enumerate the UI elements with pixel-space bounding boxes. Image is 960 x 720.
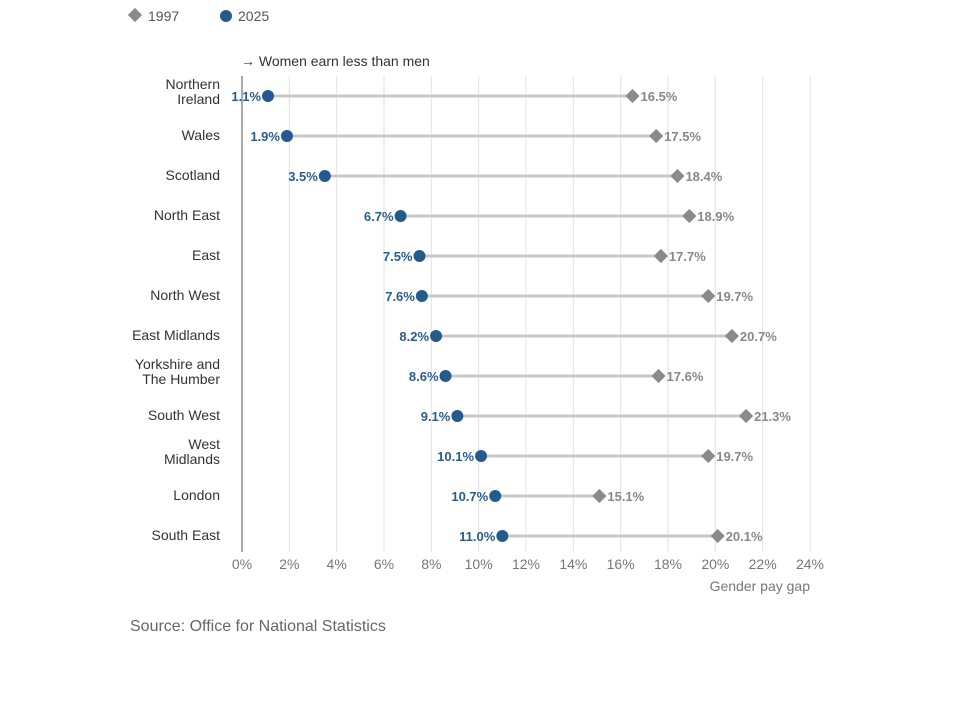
data-label-1997: 15.1% [607,489,644,504]
x-tick-label: 8% [421,556,441,572]
point-1997 [649,128,664,144]
data-label-1997: 20.7% [740,329,777,344]
x-tick-label: 12% [512,556,540,572]
point-2025 [475,450,488,462]
category-label-line: Midlands [164,451,220,467]
point-1997 [653,248,668,264]
legend: 1997 2025 [127,7,269,24]
point-1997 [670,168,685,184]
data-label-2025: 11.0% [459,529,496,544]
point-2025 [415,290,428,302]
category-label: Scotland [166,167,220,183]
x-tick-label: 22% [749,556,777,572]
chart-marks: 1.1% 16.5% 1.9% 17.5% 3.5% 18.4% 6.7% 18.9% 7.5%… [231,88,791,544]
data-label-2025: 9.1% [421,409,451,424]
data-label-1997: 21.3% [754,409,791,424]
point-2025 [489,490,502,502]
point-2025 [394,210,407,222]
category-label: London [173,487,220,503]
data-label-2025: 10.1% [437,449,474,464]
category-label: South East [152,527,221,543]
category-label-line: Northern [166,76,220,92]
gridlines [241,76,811,552]
category-label: North West [150,287,220,303]
data-label-2025: 10.7% [451,489,488,504]
category-label-line: Ireland [177,91,220,107]
category-label: South West [148,407,220,423]
point-1997 [592,488,607,504]
category-label: East [192,247,220,263]
point-2025 [430,330,443,342]
category-labels: Northern Ireland Wales Scotland North East Ea… [132,76,220,543]
category-label: Wales [182,127,220,143]
data-label-2025: 8.2% [399,329,429,344]
category-label: North East [154,207,220,223]
point-1997 [625,88,640,104]
category-label-line: Yorkshire and [135,356,220,372]
legend-label-2025: 2025 [238,8,269,24]
category-label-line: West [188,436,220,452]
x-tick-label: 24% [796,556,824,572]
category-label: East Midlands [132,327,220,343]
point-2025 [318,170,331,182]
data-label-1997: 16.5% [641,89,678,104]
dumbbell-chart: 1997 2025 → Women earn less than men Nor… [127,7,824,594]
x-tick-label: 14% [559,556,587,572]
point-1997 [701,448,716,464]
data-label-2025: 1.9% [250,129,280,144]
x-tick-label: 16% [607,556,635,572]
x-tick-label: 6% [374,556,394,572]
x-axis-ticks: 0% 2% 4% 6% 8% 10% 12% 14% 16% 18% 20% 22% 24% [232,556,824,572]
point-1997 [682,208,697,224]
data-label-1997: 19.7% [716,449,753,464]
category-label: Northern Ireland [166,76,220,107]
data-label-1997: 17.7% [669,249,706,264]
source-note: Source: Office for National Statistics [130,618,386,635]
direction-annotation: → Women earn less than men [241,53,430,69]
x-tick-label: 20% [701,556,729,572]
point-1997 [739,408,754,424]
x-tick-label: 0% [232,556,252,572]
legend-label-1997: 1997 [148,8,179,24]
data-label-2025: 7.5% [383,249,413,264]
point-2025 [413,250,426,262]
point-1997 [724,328,739,344]
point-2025 [451,410,464,422]
legend-marker-2025 [220,10,232,22]
data-label-1997: 18.9% [697,209,734,224]
data-label-2025: 7.6% [385,289,415,304]
data-label-1997: 20.1% [726,529,763,544]
category-label: West Midlands [164,436,220,467]
data-label-1997: 17.6% [667,369,704,384]
point-2025 [496,530,509,542]
x-axis-title: Gender pay gap [710,578,811,594]
point-2025 [280,130,293,142]
x-tick-label: 18% [654,556,682,572]
category-label: Yorkshire and The Humber [135,356,220,387]
point-2025 [439,370,452,382]
x-tick-label: 2% [279,556,299,572]
data-label-2025: 3.5% [288,169,318,184]
point-1997 [701,288,716,304]
data-label-1997: 19.7% [716,289,753,304]
data-label-2025: 1.1% [231,89,261,104]
data-label-2025: 6.7% [364,209,394,224]
point-2025 [262,90,275,102]
data-label-2025: 8.6% [409,369,439,384]
category-label-line: The Humber [142,371,220,387]
point-1997 [710,528,725,544]
data-label-1997: 17.5% [664,129,701,144]
data-label-1997: 18.4% [685,169,722,184]
point-1997 [651,368,666,384]
legend-marker-1997 [127,7,143,23]
x-tick-label: 10% [465,556,493,572]
x-tick-label: 4% [327,556,347,572]
